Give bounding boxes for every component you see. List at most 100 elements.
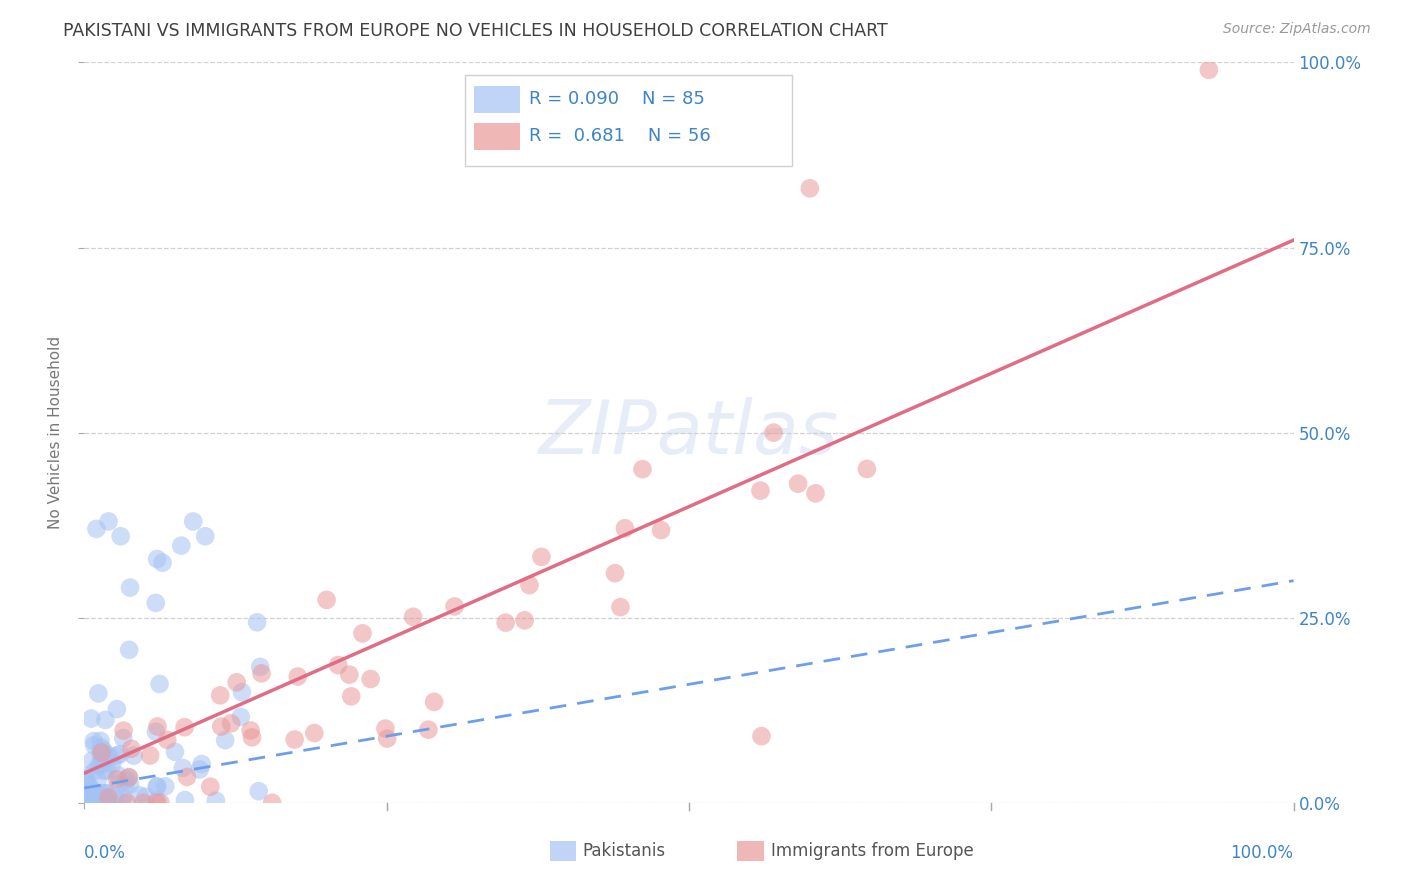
Point [110,529,132,543]
Point [97,795,120,809]
Point [804,486,827,500]
Point [94,791,117,805]
Point [749,483,772,498]
Point [128,789,150,803]
Point [360,672,382,686]
Y-axis label: No Vehicles in Household: No Vehicles in Household [48,336,63,529]
Point [80,782,103,797]
Point [94,713,117,727]
Point [209,689,232,703]
Point [110,747,132,761]
Point [246,615,269,630]
Point [90,746,112,760]
Point [443,599,465,614]
Point [76,795,98,809]
Point [240,731,263,745]
Point [176,770,198,784]
Point [799,181,821,195]
Point [374,722,396,736]
Point [609,600,631,615]
Point [105,748,128,763]
Point [96,764,118,778]
Point [101,757,124,772]
Point [375,731,398,746]
Point [96,794,118,808]
Point [148,677,170,691]
Text: 0.0%: 0.0% [84,844,127,862]
Point [80,712,103,726]
Point [172,761,194,775]
Point [200,780,222,794]
Point [86,773,108,788]
Point [190,757,212,772]
Point [89,734,111,748]
Point [156,732,179,747]
Point [205,794,228,808]
Point [90,747,112,761]
Point [118,643,141,657]
Point [146,780,169,794]
Point [146,794,169,808]
Point [87,686,110,700]
Point [75,791,97,805]
Text: R = 0.090    N = 85: R = 0.090 N = 85 [529,90,706,109]
Bar [550,840,576,862]
Text: PAKISTANI VS IMMIGRANTS FROM EUROPE NO VEHICLES IN HOUSEHOLD CORRELATION CHART: PAKISTANI VS IMMIGRANTS FROM EUROPE NO V… [63,22,889,40]
Point [423,695,446,709]
Point [146,552,169,566]
Point [87,758,110,772]
Point [613,521,636,535]
Point [115,796,138,810]
Point [155,779,177,793]
Point [152,556,174,570]
Text: Immigrants from Europe: Immigrants from Europe [770,842,974,860]
Point [91,795,114,809]
Point [229,710,252,724]
Point [856,462,879,476]
Point [170,539,193,553]
Point [105,702,128,716]
Text: Pakistanis: Pakistanis [582,842,665,860]
Bar [474,123,520,150]
Point [209,720,232,734]
Point [87,791,110,805]
Point [352,626,374,640]
Point [120,778,142,792]
Point [787,476,810,491]
Point [91,786,114,800]
Point [120,581,142,595]
Point [247,784,270,798]
Point [181,515,204,529]
Point [94,786,117,800]
Point [174,793,197,807]
Point [93,764,115,778]
Point [97,747,120,762]
Point [249,660,271,674]
Point [650,523,672,537]
Point [115,772,138,787]
Point [120,741,142,756]
Point [145,724,167,739]
Point [75,772,97,787]
Point [111,795,134,809]
Point [284,732,307,747]
Point [603,566,626,581]
Text: 100.0%: 100.0% [1230,844,1294,862]
Point [149,796,172,810]
Point [83,764,105,778]
Point [146,780,169,794]
Point [762,425,785,440]
Point [513,613,536,627]
Point [337,667,360,681]
Point [83,734,105,748]
Point [146,719,169,733]
Bar [737,840,763,862]
Text: ZIPatlas: ZIPatlas [538,397,839,468]
Point [262,796,284,810]
Text: R =  0.681    N = 56: R = 0.681 N = 56 [529,128,711,145]
Point [90,740,112,755]
Point [132,796,155,810]
Point [84,790,107,805]
Point [163,745,186,759]
Point [105,772,128,787]
